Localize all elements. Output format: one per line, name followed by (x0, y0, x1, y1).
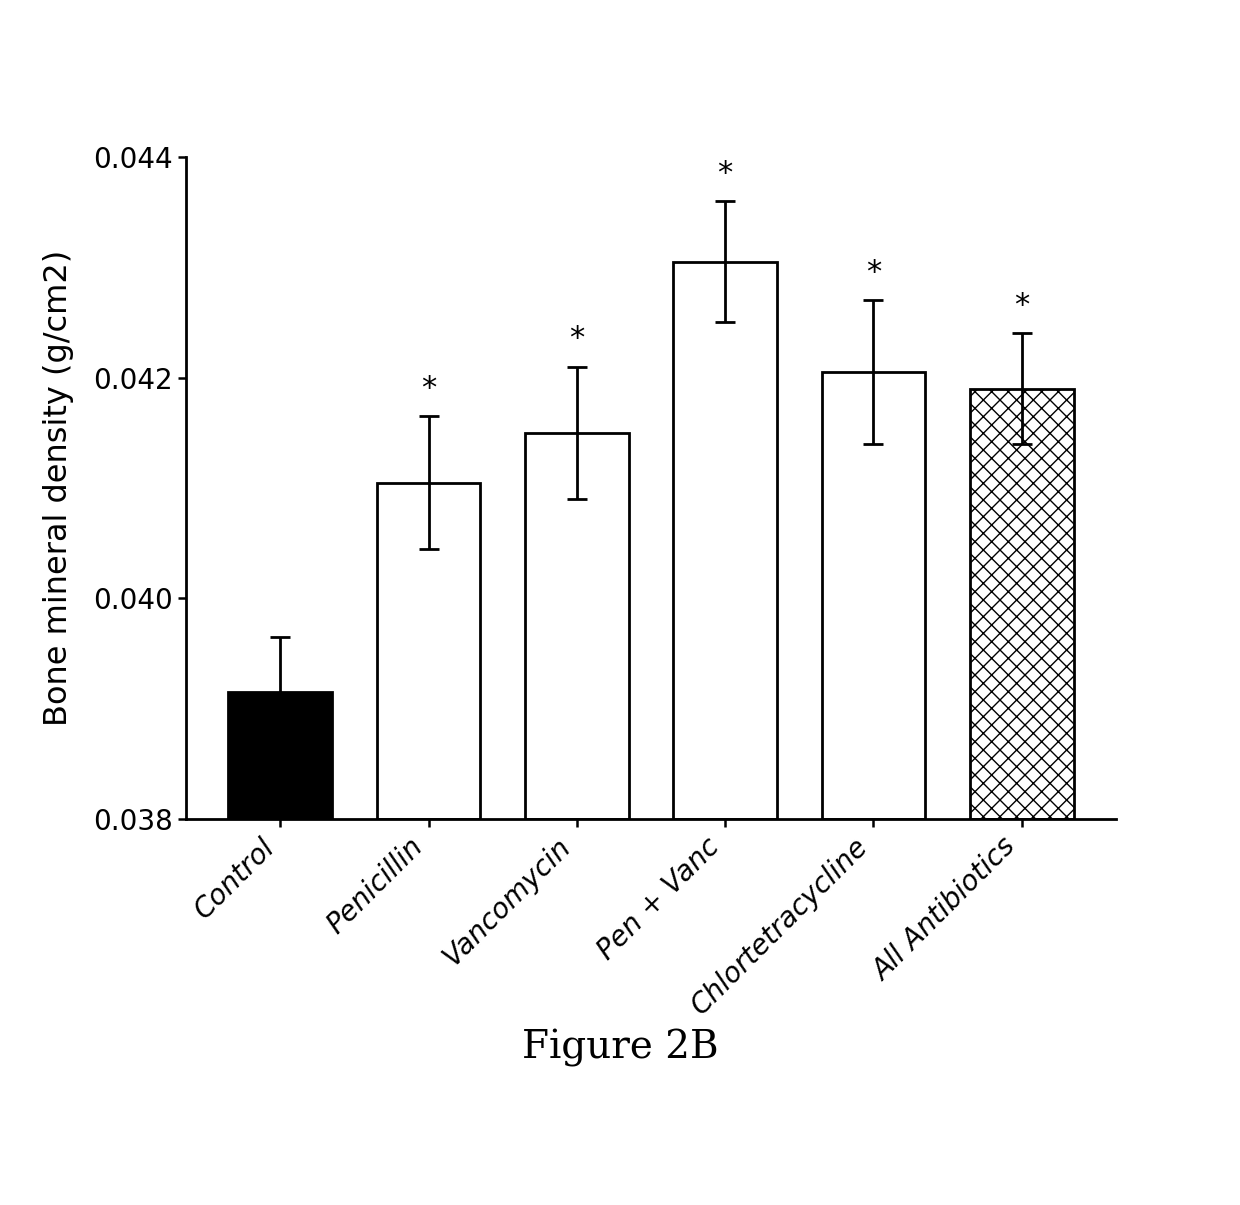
Text: *: * (1014, 292, 1029, 321)
Bar (673, 261, 777, 819)
Bar (822, 372, 925, 819)
Bar (228, 693, 332, 819)
Text: *: * (420, 374, 436, 402)
Bar (970, 388, 1074, 819)
Y-axis label: Bone mineral density (g/cm2): Bone mineral density (g/cm2) (42, 249, 73, 727)
Bar (377, 482, 480, 819)
Text: *: * (866, 258, 882, 287)
Text: Figure 2B: Figure 2B (522, 1029, 718, 1068)
Text: *: * (718, 159, 733, 188)
Text: *: * (569, 324, 584, 353)
Bar (525, 433, 629, 819)
